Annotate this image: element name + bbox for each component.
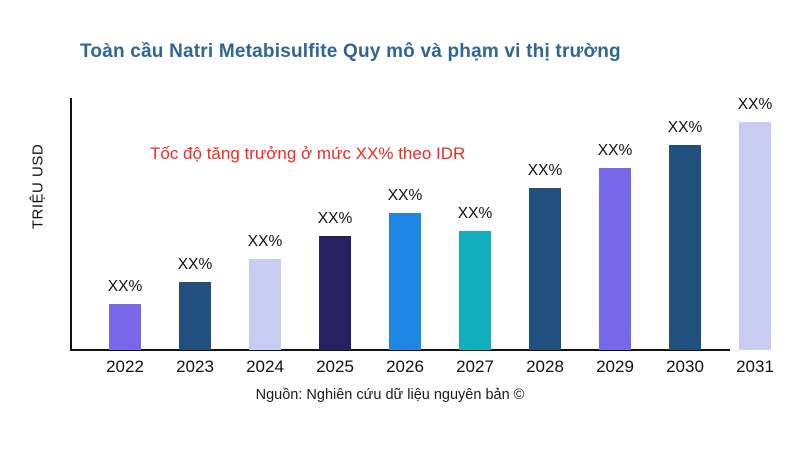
chart-title: Toàn cầu Natri Metabisulfite Quy mô và p…: [80, 41, 621, 62]
x-tick-label-2028: 2028: [526, 357, 564, 376]
bar-value-label-2028: XX%: [527, 162, 563, 179]
bar-2023: [179, 282, 211, 350]
bar-2029: [599, 168, 631, 350]
bar-value-label-2024: XX%: [247, 233, 283, 250]
x-tick-label-2026: 2026: [386, 357, 424, 376]
bar-value-label-2029: XX%: [597, 142, 633, 159]
bar-2027: [459, 231, 491, 350]
bar-2030: [669, 145, 701, 350]
bar-value-label-2022: XX%: [107, 278, 143, 295]
bar-2024: [249, 259, 281, 350]
x-tick-label-2029: 2029: [596, 357, 634, 376]
x-tick-label-2031: 2031: [736, 357, 774, 376]
bar-value-label-2031: XX%: [737, 96, 773, 113]
bar-2022: [109, 304, 141, 350]
bar-value-label-2030: XX%: [667, 119, 703, 136]
bar-2031: [739, 122, 771, 350]
bar-2026: [389, 213, 421, 350]
x-tick-label-2030: 2030: [666, 357, 704, 376]
bar-value-label-2027: XX%: [457, 205, 493, 222]
x-tick-label-2022: 2022: [106, 357, 144, 376]
bar-value-label-2023: XX%: [177, 256, 213, 273]
x-axis-line: [70, 349, 730, 351]
x-tick-label-2027: 2027: [456, 357, 494, 376]
x-tick-label-2025: 2025: [316, 357, 354, 376]
bar-2025: [319, 236, 351, 350]
bar-2028: [529, 188, 561, 350]
x-tick-label-2024: 2024: [246, 357, 284, 376]
growth-rate-annotation: Tốc độ tăng trưởng ở mức XX% theo IDR: [150, 144, 466, 163]
bar-value-label-2025: XX%: [317, 210, 353, 227]
y-axis-label: TRIỆU USD: [29, 143, 47, 230]
source-note: Nguồn: Nghiên cứu dữ liệu nguyên bản ©: [255, 387, 525, 403]
x-tick-label-2023: 2023: [176, 357, 214, 376]
y-axis-line: [70, 98, 72, 351]
bar-value-label-2026: XX%: [387, 187, 423, 204]
